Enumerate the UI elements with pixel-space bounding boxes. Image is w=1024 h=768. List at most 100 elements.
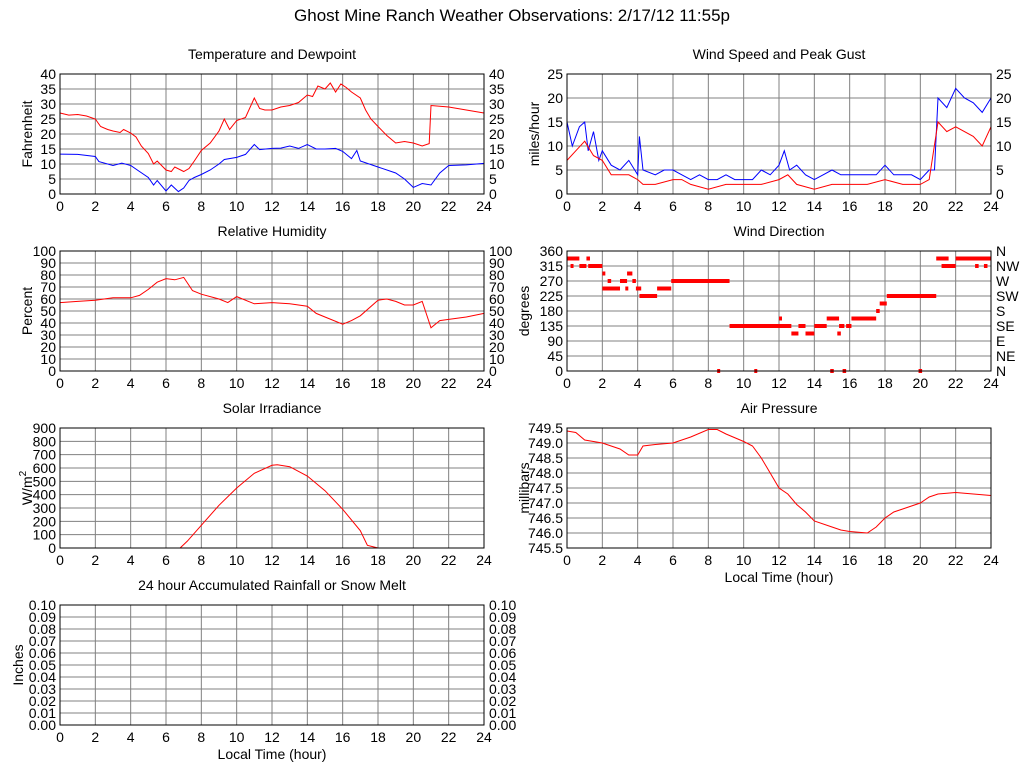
y-tick-label: 20: [40, 126, 56, 142]
wind-direction-mark: [635, 286, 642, 291]
wind-direction-mark: [627, 271, 633, 276]
x-tick-label: 2: [91, 198, 99, 214]
y-tick-label: 25: [547, 66, 563, 82]
chart-rh: 0 2 4 6 8 10 12 14 16 18 20 22 240102030405060708090…: [19, 223, 513, 391]
x-tick-label: 24: [983, 552, 999, 568]
right-tick-label: 0.01: [489, 705, 516, 721]
x-tick-label: 12: [771, 552, 787, 568]
x-tick-label: 0: [563, 552, 571, 568]
x-axis-label: Local Time (hour): [218, 746, 327, 762]
y-tick-label: 800: [33, 433, 57, 449]
y-tick-label: 90: [547, 333, 563, 349]
y-tick-label: 748.5: [528, 450, 563, 466]
y-tick-label: 0.03: [29, 681, 56, 697]
x-tick-label: 4: [127, 729, 135, 745]
y-tick-label: 300: [33, 500, 57, 516]
x-tick-label: 2: [598, 198, 606, 214]
x-tick-label: 8: [197, 198, 205, 214]
chart-title: Solar Irradiance: [223, 400, 322, 416]
x-tick-label: 2: [91, 375, 99, 391]
y-tick-label: 0.05: [29, 657, 56, 673]
wind-direction-mark: [639, 294, 658, 298]
wind-direction-mark: [607, 279, 612, 283]
wind-direction-mark: [826, 316, 840, 321]
x-tick-label: 20: [913, 552, 929, 568]
x-tick-label: 2: [91, 552, 99, 568]
series-line-0: [59, 276, 485, 329]
x-tick-label: 16: [335, 552, 351, 568]
right-tick-label: 20: [489, 339, 505, 355]
y-tick-label: 600: [33, 460, 57, 476]
x-tick-label: 4: [634, 198, 642, 214]
y-tick-label: 0.10: [29, 597, 56, 613]
chart-title: Relative Humidity: [218, 223, 327, 239]
y-tick-label: 35: [40, 81, 56, 97]
x-tick-label: 24: [983, 375, 999, 391]
y-tick-label: 0: [555, 363, 563, 379]
x-tick-label: 0: [56, 375, 64, 391]
wind-direction-mark: [805, 331, 815, 336]
chart-title: Wind Speed and Peak Gust: [693, 46, 866, 62]
x-tick-label: 16: [842, 375, 858, 391]
x-tick-label: 14: [807, 552, 823, 568]
x-tick-label: 8: [197, 729, 205, 745]
x-tick-label: 8: [704, 552, 712, 568]
y-tick-label: 0.08: [29, 621, 56, 637]
right-tick-label: 0.05: [489, 657, 516, 673]
x-tick-label: 22: [441, 375, 457, 391]
wind-direction-mark: [798, 324, 806, 328]
plot-frame: [59, 250, 485, 372]
x-tick-label: 16: [842, 198, 858, 214]
right-tick-label: E: [996, 333, 1005, 349]
wind-direction-mark: [791, 331, 799, 336]
x-tick-label: 24: [476, 198, 492, 214]
x-tick-label: 6: [162, 729, 170, 745]
right-tick-label: 40: [489, 66, 505, 82]
x-tick-label: 16: [335, 375, 351, 391]
right-tick-label: 25: [489, 111, 505, 127]
right-tick-label: 0.00: [489, 717, 516, 733]
x-tick-label: 4: [127, 375, 135, 391]
page-title: Ghost Mine Ranch Weather Observations: 2…: [294, 6, 730, 25]
chart-title: Temperature and Dewpoint: [188, 46, 356, 62]
y-tick-label: 0.04: [29, 669, 56, 685]
x-tick-label: 8: [197, 375, 205, 391]
x-tick-label: 6: [162, 375, 170, 391]
x-tick-label: 12: [264, 729, 280, 745]
right-tick-label: N: [996, 243, 1006, 259]
wind-direction-mark: [586, 256, 590, 261]
y-tick-label: 270: [540, 273, 564, 289]
right-tick-label: SW: [996, 288, 1019, 304]
y-tick-label: 180: [540, 303, 564, 319]
right-tick-label: 0.06: [489, 645, 516, 661]
y-tick-label: 747.0: [528, 495, 563, 511]
wind-direction-mark: [602, 286, 620, 291]
x-tick-label: 20: [913, 198, 929, 214]
y-tick-label: 0.09: [29, 609, 56, 625]
y-tick-label: 0: [48, 540, 56, 556]
wind-direction-mark: [570, 264, 574, 268]
y-tick-label: 10: [547, 138, 563, 154]
right-tick-label: 0: [489, 363, 497, 379]
right-tick-label: NE: [996, 348, 1015, 364]
x-tick-label: 16: [842, 552, 858, 568]
chart-solar: 0 2 4 6 8 10 12 14 16 18 20 22 240100200300400500600…: [18, 400, 492, 568]
wind-direction-mark: [814, 324, 827, 328]
wind-direction-mark: [886, 294, 937, 298]
chart-pressure: 0 2 4 6 8 10 12 14 16 18 20 22 24745.5746.0746.5747.…: [516, 400, 999, 585]
right-tick-label: W: [996, 273, 1010, 289]
x-tick-label: 18: [370, 198, 386, 214]
x-tick-label: 16: [335, 198, 351, 214]
wind-direction-mark: [941, 264, 956, 268]
right-tick-label: 10: [489, 351, 505, 367]
x-tick-label: 22: [948, 375, 964, 391]
right-tick-label: 10: [996, 138, 1012, 154]
y-tick-label: 45: [547, 348, 563, 364]
right-tick-label: 15: [489, 141, 505, 157]
x-tick-label: 12: [264, 375, 280, 391]
y-tick-label: 0.01: [29, 705, 56, 721]
right-tick-label: 5: [489, 171, 497, 187]
series-line-0: [60, 464, 484, 549]
wind-direction-mark: [876, 309, 880, 313]
y-tick-label: 5: [48, 171, 56, 187]
